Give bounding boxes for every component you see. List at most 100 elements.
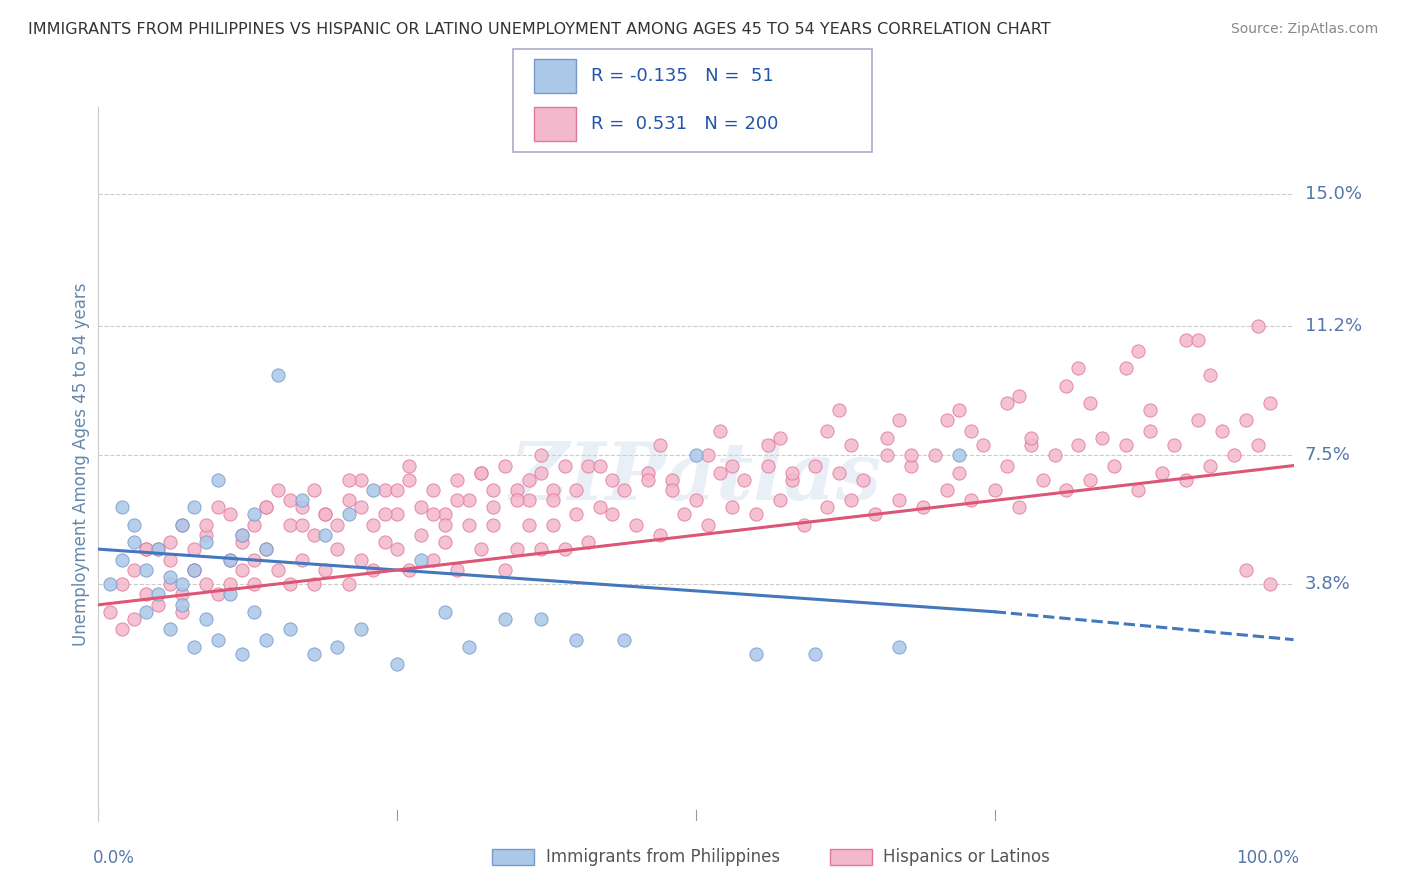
Point (780, 466, 803, 480)
Text: ZIPatlas: ZIPatlas (510, 440, 882, 516)
Point (159, 535, 181, 549)
Point (613, 632, 636, 647)
Point (290, 552, 312, 566)
Point (254, 632, 277, 647)
Point (254, 500, 277, 515)
Text: R = -0.135   N =  51: R = -0.135 N = 51 (591, 67, 773, 86)
Text: 15.0%: 15.0% (1305, 185, 1361, 203)
Point (481, 500, 505, 515)
Point (541, 483, 564, 497)
Point (494, 563, 516, 577)
Point (219, 552, 242, 566)
Point (565, 483, 588, 497)
Point (470, 542, 492, 557)
Point (254, 542, 277, 557)
Point (183, 500, 205, 515)
Point (315, 563, 337, 577)
Point (398, 473, 420, 487)
Point (243, 605, 266, 619)
Point (1139, 403, 1161, 417)
Point (889, 413, 911, 427)
Point (576, 535, 599, 549)
Point (1139, 424, 1161, 438)
Point (600, 473, 623, 487)
Point (828, 466, 851, 480)
Point (1150, 466, 1173, 480)
Point (661, 483, 683, 497)
Point (350, 500, 373, 515)
Point (231, 528, 253, 542)
Point (517, 493, 540, 508)
Point (697, 448, 720, 462)
Point (219, 508, 242, 522)
Point (1019, 431, 1042, 445)
Point (1032, 473, 1054, 487)
Point (1222, 448, 1246, 462)
Point (337, 473, 360, 487)
Point (231, 647, 253, 661)
Point (709, 466, 731, 480)
Text: 100.0%: 100.0% (1236, 849, 1299, 867)
Point (385, 483, 409, 497)
Point (267, 368, 290, 382)
Point (172, 577, 194, 591)
Point (745, 508, 768, 522)
Point (1019, 438, 1042, 452)
Point (565, 508, 588, 522)
Point (959, 493, 981, 508)
Point (600, 508, 623, 522)
Point (374, 508, 396, 522)
Text: 11.2%: 11.2% (1305, 318, 1362, 335)
Point (1080, 473, 1102, 487)
Point (948, 448, 970, 462)
Point (363, 483, 385, 497)
Point (243, 508, 266, 522)
Point (135, 605, 157, 619)
Point (506, 483, 529, 497)
Point (111, 552, 134, 566)
Point (183, 563, 205, 577)
Point (839, 493, 862, 508)
Point (648, 438, 672, 452)
Point (124, 612, 146, 626)
Point (709, 424, 731, 438)
Point (481, 517, 505, 532)
Point (959, 424, 981, 438)
Point (398, 458, 420, 473)
Point (1163, 438, 1185, 452)
Point (315, 508, 337, 522)
Point (948, 403, 970, 417)
Point (1115, 438, 1137, 452)
Point (1091, 431, 1114, 445)
Point (983, 483, 1005, 497)
Point (1175, 473, 1198, 487)
Point (900, 458, 922, 473)
Point (721, 500, 744, 515)
Point (481, 483, 505, 497)
Point (172, 598, 194, 612)
Point (935, 483, 957, 497)
Point (315, 508, 337, 522)
Point (876, 431, 898, 445)
Point (589, 458, 612, 473)
Point (1234, 563, 1257, 577)
Point (624, 517, 647, 532)
Point (183, 640, 205, 654)
Point (433, 508, 456, 522)
Point (446, 473, 468, 487)
Point (290, 517, 312, 532)
Point (350, 622, 373, 636)
Point (446, 493, 468, 508)
Point (1102, 458, 1125, 473)
Point (290, 500, 312, 515)
Point (815, 500, 838, 515)
Point (589, 500, 612, 515)
Point (1258, 396, 1281, 410)
Point (385, 657, 409, 671)
Point (267, 563, 290, 577)
Point (935, 413, 957, 427)
Point (685, 448, 707, 462)
Point (661, 473, 683, 487)
Point (756, 438, 779, 452)
Point (458, 517, 481, 532)
